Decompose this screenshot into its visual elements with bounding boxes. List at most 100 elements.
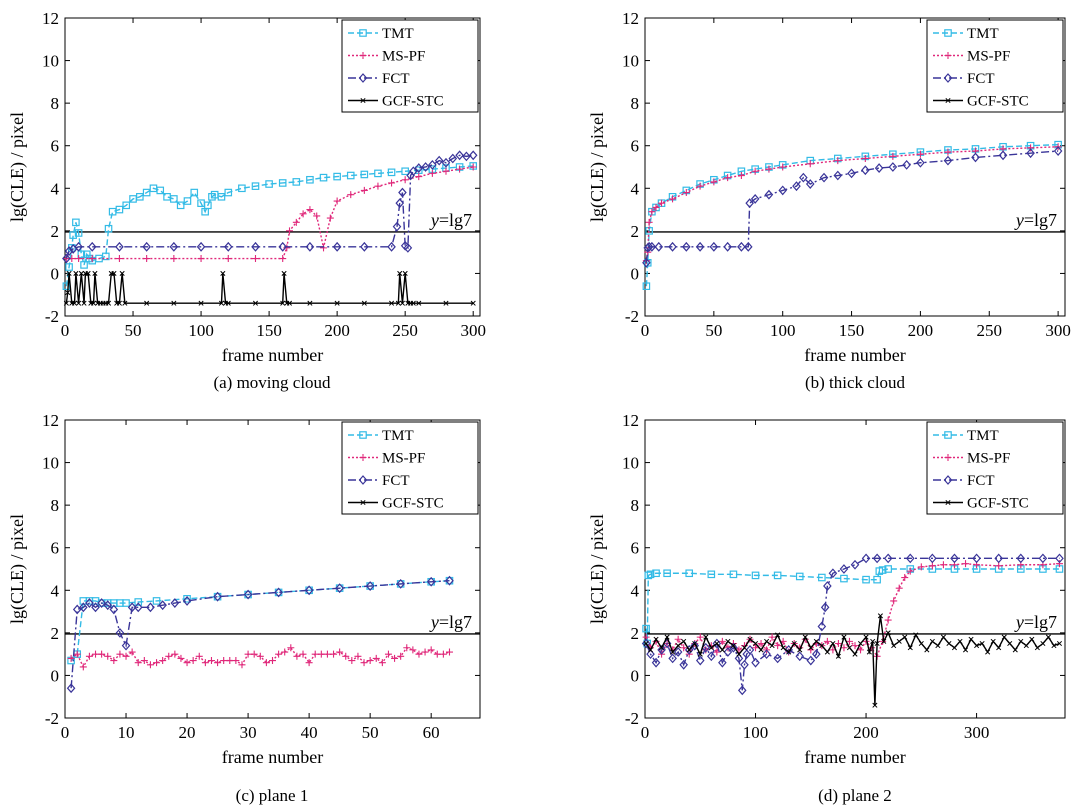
data-point: [428, 169, 436, 177]
legend-marker: [945, 499, 951, 506]
data-point: [103, 600, 113, 611]
data-point: [873, 575, 881, 584]
series-ms-pf: [642, 143, 1062, 265]
x-tick-label: 300: [460, 321, 486, 340]
x-tick-label: 50: [705, 321, 722, 340]
y-tick-label: -2: [625, 709, 639, 728]
data-point: [334, 300, 340, 306]
data-point: [360, 241, 369, 252]
reference-line-label: y=lg7: [429, 612, 472, 632]
data-point: [710, 178, 718, 186]
data-point: [201, 659, 209, 667]
legend-label: TMT: [967, 428, 999, 444]
data-point: [682, 189, 690, 197]
data-point: [251, 241, 260, 252]
data-point: [286, 300, 293, 306]
data-point: [968, 636, 974, 642]
data-point: [224, 255, 232, 263]
data-point: [642, 282, 651, 291]
data-point: [433, 650, 441, 658]
legend: TMT MS-PF FCT GCF-STC: [926, 421, 1064, 515]
data-point: [110, 657, 118, 665]
data-point: [751, 167, 759, 175]
data-point: [686, 647, 692, 653]
data-point: [398, 187, 407, 198]
data-point: [104, 224, 113, 233]
data-point: [681, 638, 687, 644]
data-point: [183, 659, 191, 667]
data-point: [421, 162, 430, 172]
y-tick-label: 8: [51, 496, 60, 515]
legend-box: [926, 421, 1064, 515]
data-point: [305, 659, 313, 667]
legend-marker: [360, 97, 366, 104]
data-point: [251, 182, 260, 190]
series-gcf-stc: [63, 270, 476, 306]
data-point: [1026, 148, 1035, 159]
data-point: [372, 654, 380, 662]
legend-marker: [944, 431, 952, 439]
data-point: [823, 581, 832, 591]
x-axis-label: frame number: [222, 345, 323, 365]
data-point: [105, 300, 112, 306]
data-point: [1023, 643, 1029, 649]
data-point: [183, 594, 191, 603]
data-point: [648, 208, 656, 216]
data-point: [861, 154, 869, 162]
data-point: [889, 152, 897, 160]
data-point: [304, 585, 314, 596]
caption-c: (c) plane 1: [235, 786, 309, 805]
legend-label: FCT: [967, 71, 995, 87]
x-tick-label: 150: [256, 321, 282, 340]
data-point: [225, 300, 231, 306]
data-point: [707, 651, 716, 662]
data-point: [813, 638, 819, 644]
data-point: [1045, 634, 1051, 640]
data-point: [971, 152, 980, 163]
data-point: [122, 300, 128, 306]
data-point: [939, 561, 947, 569]
data-point: [883, 553, 893, 564]
data-point: [841, 634, 847, 640]
data-point: [142, 241, 151, 252]
data-point: [104, 652, 112, 660]
data-point: [388, 179, 396, 187]
x-tick-label: 200: [853, 723, 879, 742]
y-axis-label: lg(CLE) / pixel: [587, 514, 608, 624]
data-point: [1029, 636, 1035, 642]
data-point: [1016, 553, 1026, 564]
y-tick-label: 6: [631, 539, 640, 558]
legend-marker: [944, 52, 952, 59]
data-point: [916, 150, 924, 158]
series-line: [645, 150, 1059, 263]
data-point: [218, 300, 225, 306]
data-point: [313, 212, 321, 220]
data-point: [69, 231, 77, 239]
data-point: [116, 300, 122, 306]
data-point: [743, 241, 753, 252]
data-point: [360, 186, 368, 194]
y-tick-label: 8: [631, 496, 640, 515]
data-point: [409, 166, 418, 177]
data-point: [990, 638, 996, 644]
data-point: [428, 159, 437, 170]
legend-marker: [358, 73, 368, 83]
data-point: [434, 155, 444, 166]
data-point: [664, 634, 670, 640]
legend: TMT MS-PF FCT GCF-STC: [926, 19, 1064, 113]
x-tick-label: 200: [908, 321, 934, 340]
data-point: [957, 638, 963, 644]
data-point: [170, 195, 178, 203]
x-tick-label: 100: [770, 321, 796, 340]
data-point: [806, 655, 816, 666]
data-point: [819, 172, 829, 183]
caption-d: (d) plane 2: [818, 786, 892, 805]
data-point: [901, 574, 909, 582]
data-point: [775, 632, 781, 638]
y-tick-label: 2: [631, 624, 640, 643]
data-point: [812, 649, 821, 660]
reference-line-label: y=lg7: [1014, 612, 1057, 632]
data-point: [729, 570, 738, 579]
data-point: [643, 640, 649, 647]
data-point: [786, 649, 792, 655]
